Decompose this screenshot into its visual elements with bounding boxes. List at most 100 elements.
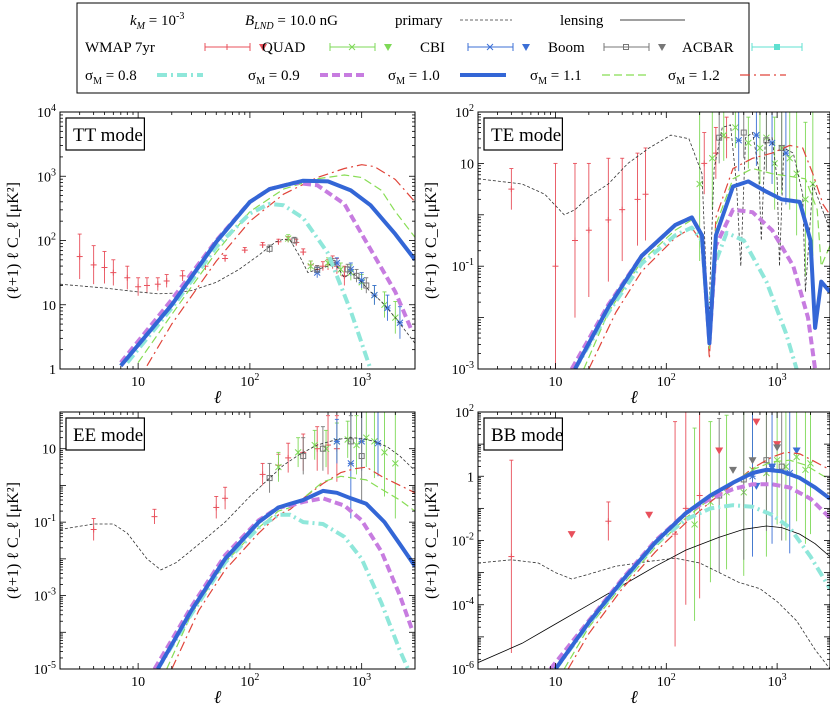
- data-point: [768, 139, 776, 147]
- data-point: [696, 180, 704, 188]
- lensing-curve: [478, 525, 830, 663]
- data-point: [773, 456, 781, 464]
- legend-exp-label: WMAP 7yr: [85, 40, 155, 56]
- primary-curve: [478, 557, 830, 669]
- y-tick-label: 10-3: [34, 587, 56, 605]
- y-tick-label: 10-6: [452, 660, 474, 678]
- x-axis-label: ℓ: [630, 387, 638, 407]
- data-point: [344, 266, 351, 273]
- x-tick-label: 103: [768, 372, 787, 390]
- legend-sigma-label: σM = 0.9: [248, 68, 300, 87]
- chart-panel-te: 10 102 103 10-3 10-1 10 102 ℓ (ℓ+1) ℓ C_ℓ [μK²] T…: [423, 103, 830, 407]
- x-tick-label: 10: [548, 375, 562, 390]
- data-point: [333, 438, 341, 445]
- y-tick-label: 102: [37, 232, 56, 250]
- data-point: [275, 463, 282, 471]
- legend-sigma-label: σM = 1.0: [388, 68, 440, 87]
- x-tick-label: 103: [768, 672, 787, 690]
- model-curve: [119, 178, 415, 368]
- model-curve: [548, 482, 830, 669]
- upper-limit: [792, 447, 801, 455]
- data-point: [744, 139, 752, 147]
- panel-title: EE mode: [65, 417, 146, 451]
- legend-exp-triangle: [384, 44, 392, 51]
- data-point: [807, 460, 814, 467]
- y-tick-label: 10: [42, 443, 56, 458]
- legend-exp-marker: [774, 44, 780, 50]
- panel-title: BB mode: [483, 417, 564, 451]
- data-point: [793, 453, 800, 461]
- data-point: [363, 282, 370, 289]
- y-tick-label: 10-1: [452, 257, 474, 275]
- x-tick-label: 10: [548, 675, 562, 690]
- x-axis-label: ℓ: [214, 387, 222, 407]
- upper-limit: [773, 444, 782, 452]
- y-tick-label: 10-3: [452, 360, 474, 378]
- plot-area: [60, 164, 415, 369]
- chart-panel-tt: 10 102 103 1 10 102 103 104 ℓ (ℓ+1) ℓ C_ℓ [μK²] TT…: [5, 103, 416, 407]
- data-point: [353, 272, 360, 279]
- x-axis-label: ℓ: [214, 687, 222, 705]
- legend-param-k: kM = 10-3: [130, 11, 184, 32]
- data-point: [771, 160, 779, 167]
- y-tick-label: 10-2: [452, 532, 474, 550]
- y-tick-label: 10: [460, 157, 474, 172]
- data-point: [300, 453, 307, 460]
- legend-lensing-label: lensing: [560, 13, 604, 29]
- x-tick-label: 10: [131, 375, 145, 390]
- data-point: [735, 136, 743, 144]
- primary-curve: [60, 238, 415, 344]
- model-curve: [588, 144, 830, 369]
- data-point: [802, 466, 809, 474]
- chart-panel-bb: 10 102 103 10-6 10-4 10-2 1 102 ℓ (ℓ+1) ℓ C_ℓ [μK…: [423, 403, 830, 705]
- data-point: [381, 301, 388, 309]
- model-curve: [583, 167, 830, 369]
- legend-exp-label: Boom: [548, 40, 585, 56]
- legend-sigma-label: σM = 1.2: [668, 68, 720, 87]
- data-point: [284, 235, 292, 242]
- plot-frame: [477, 111, 830, 370]
- y-axis-label: (ℓ+1) ℓ C_ℓ [μK²]: [423, 482, 440, 599]
- model-curve: [146, 164, 415, 367]
- model-curve: [567, 451, 830, 669]
- upper-limit: [729, 466, 738, 474]
- plot-area: [478, 112, 830, 369]
- x-tick-label: 102: [240, 372, 259, 390]
- data-point: [793, 170, 800, 178]
- x-tick-label: 102: [240, 672, 259, 690]
- legend-exp-triangle: [522, 44, 530, 51]
- legend-exp-label: QUAD: [262, 40, 305, 56]
- x-tick-label: 103: [352, 672, 371, 690]
- x-axis-label: ℓ: [630, 687, 638, 705]
- data-point: [778, 463, 785, 470]
- y-tick-label: 10-1: [34, 513, 56, 531]
- model-curve: [171, 466, 415, 669]
- legend-exp-triangle: [259, 44, 267, 51]
- y-tick-label: 1: [467, 470, 474, 485]
- data-point: [708, 154, 716, 162]
- data-point: [307, 262, 315, 270]
- x-tick-label: 102: [657, 372, 676, 390]
- upper-limit: [748, 457, 757, 465]
- x-tick-label: 102: [657, 672, 676, 690]
- panel-title-text: TE mode: [491, 125, 561, 146]
- y-tick-label: 10-5: [34, 660, 56, 678]
- y-tick-label: 1: [49, 363, 56, 378]
- primary-curve: [478, 124, 830, 328]
- data-point: [294, 449, 302, 456]
- x-tick-label: 103: [352, 372, 371, 390]
- panel-title-box: [483, 417, 564, 451]
- data-point: [753, 131, 760, 139]
- legend-exp-label: ACBAR: [682, 40, 734, 56]
- panel-title-text: TT mode: [73, 125, 143, 146]
- data-point: [384, 304, 391, 312]
- y-tick-label: 102: [455, 403, 474, 421]
- data-point: [691, 521, 698, 528]
- chart-panel-ee: 10 102 103 10-5 10-3 10-1 10 ℓ (ℓ+1) ℓ C_ℓ [μK²]…: [5, 411, 416, 705]
- legend-sigma-label: σM = 0.8: [85, 68, 137, 87]
- upper-limit: [645, 511, 654, 519]
- data-point: [391, 460, 399, 467]
- data-point: [716, 134, 723, 141]
- data-point: [266, 475, 273, 482]
